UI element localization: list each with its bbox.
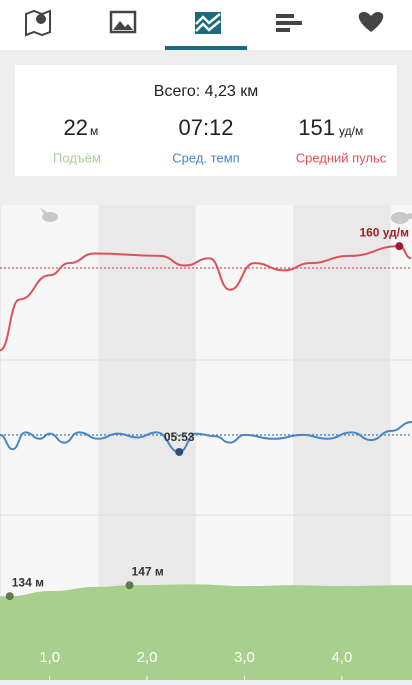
annotation-label: 147 м	[132, 564, 164, 578]
tab-photos[interactable]	[109, 10, 137, 34]
annotation-label: 134 м	[12, 575, 44, 589]
slow-icon	[391, 212, 412, 224]
stat-label: Сред. темп	[172, 150, 239, 165]
band	[0, 205, 1, 680]
stat-value: 151	[298, 115, 335, 140]
annotation-point	[5, 592, 14, 601]
stat-value: 22	[64, 115, 88, 140]
stat-label: Подъём	[53, 150, 101, 165]
annotation-label: 160 уд/м	[359, 225, 409, 239]
tab-map[interactable]	[25, 9, 51, 37]
tab-favorite[interactable]	[358, 12, 384, 32]
total-distance: Всего: 4,23 км	[154, 83, 258, 100]
x-tick-label: 3,0	[234, 649, 255, 666]
stat-unit: уд/м	[339, 124, 363, 138]
stat-label: Средний пульс	[296, 150, 387, 165]
stat-value: 07:12	[178, 115, 233, 140]
x-tick-label: 2,0	[137, 649, 158, 666]
series-line	[0, 245, 412, 352]
x-tick-label: 4,0	[331, 649, 352, 666]
annotation-point	[175, 447, 184, 456]
annotation-point	[125, 581, 134, 590]
fast-icon	[40, 208, 58, 222]
tab-splits[interactable]	[276, 14, 302, 32]
annotation-label: 05:53	[164, 430, 195, 444]
summary-card	[15, 65, 397, 176]
tab-charts[interactable]	[165, 12, 247, 50]
stat-unit: м	[90, 124, 98, 138]
x-tick-label: 1,0	[39, 649, 60, 666]
plot: 160 уд/м 05:53 134 м 147 м 1,0 2,0 3,0 4,0	[0, 225, 412, 680]
annotation-point	[395, 242, 404, 251]
elevation-area	[0, 584, 412, 680]
